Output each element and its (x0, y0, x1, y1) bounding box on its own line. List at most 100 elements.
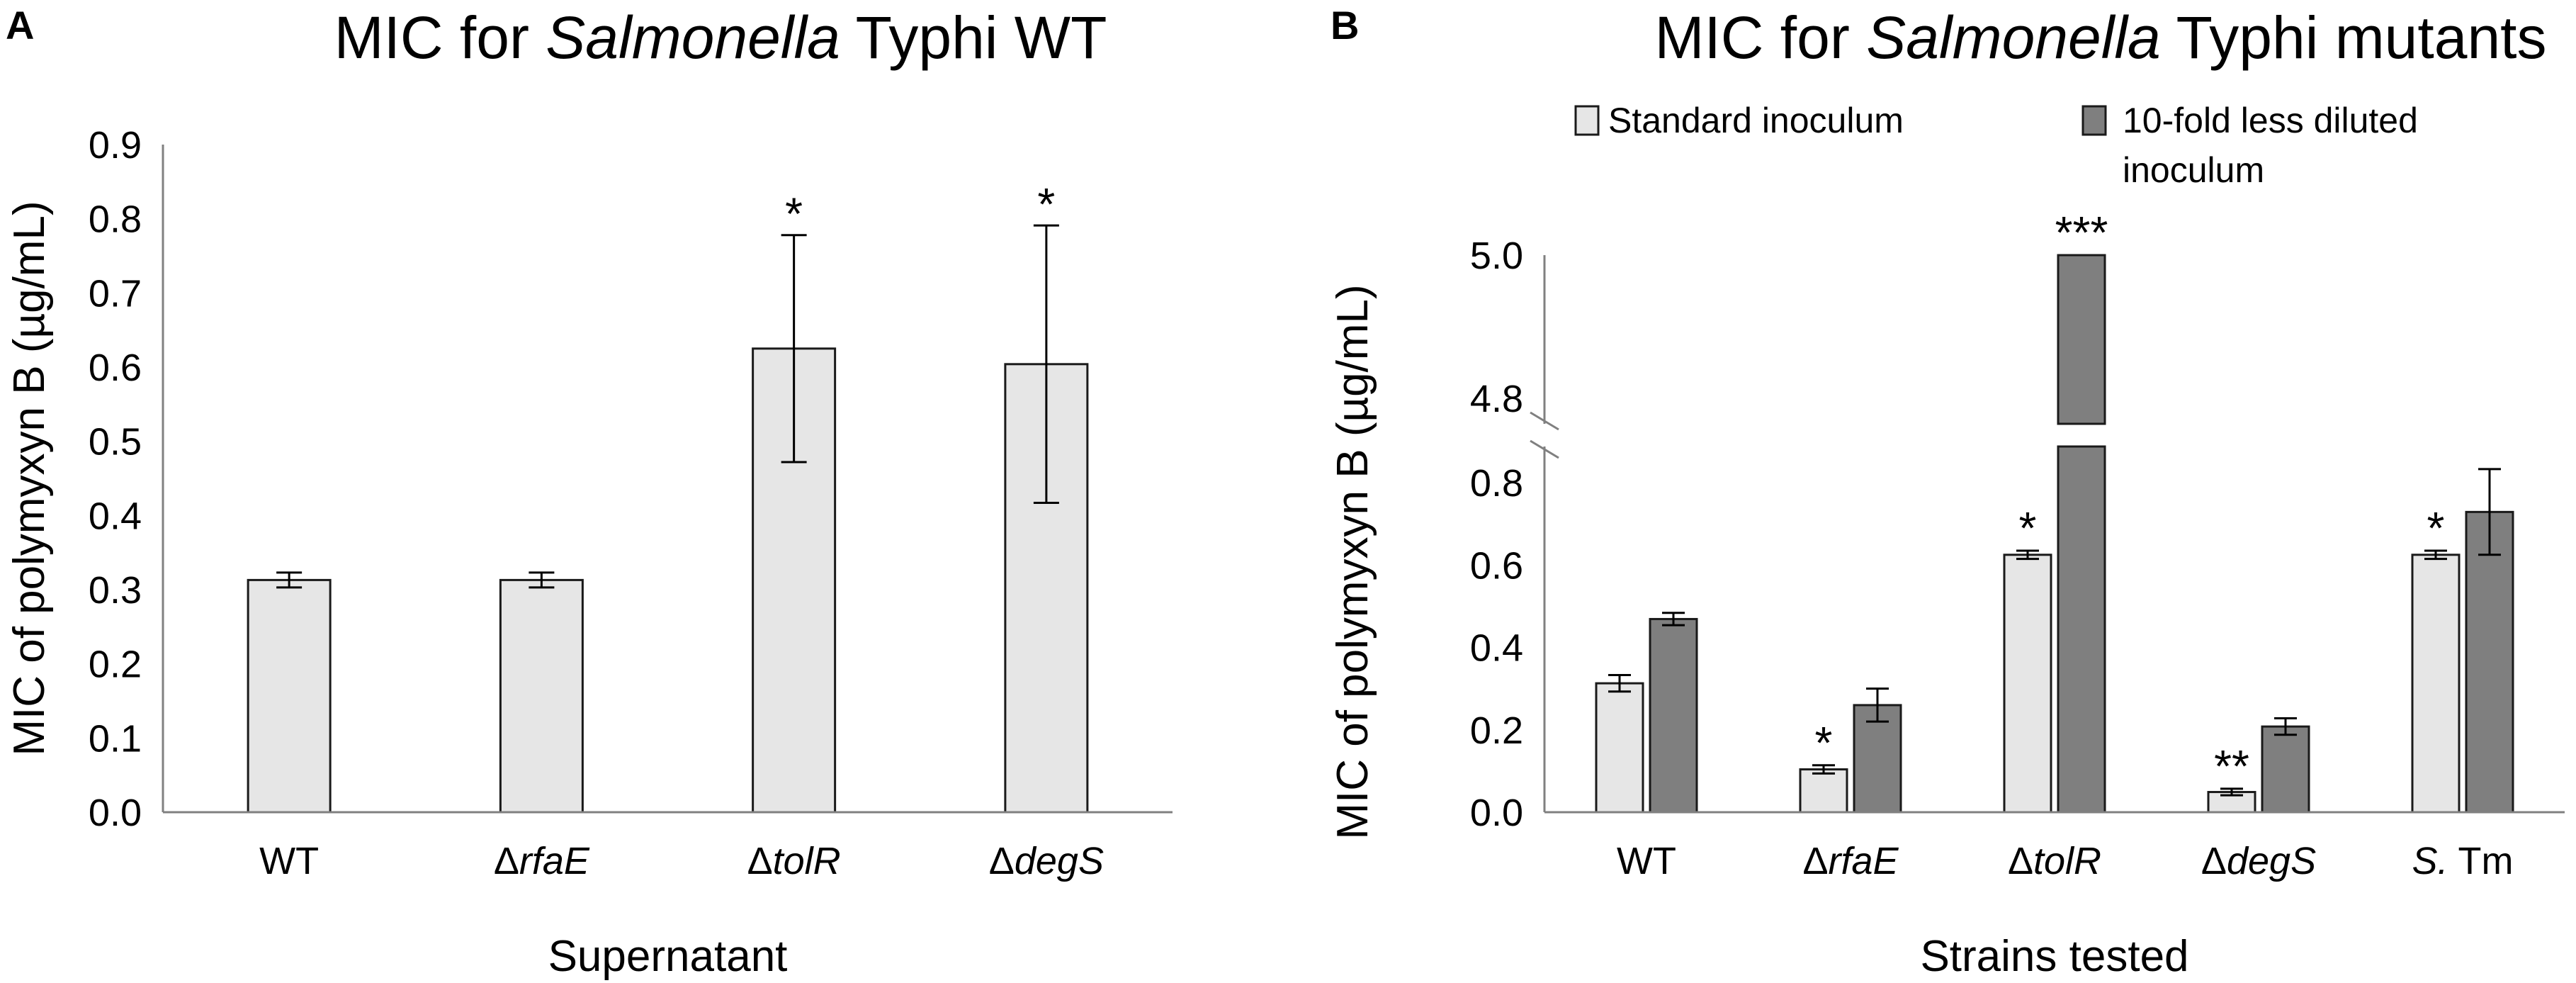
panel-b-category-label: ΔrfaE (1802, 840, 1899, 882)
panel-b-axis-break-mark-top (1530, 411, 1559, 431)
panel-b-axes (1530, 255, 2565, 814)
panel-b-category-label-delta: Δ (2201, 840, 2227, 882)
panel-b-bar-less-diluted-error-bar (1662, 612, 1685, 627)
panel-a-category-label: ΔrfaE (494, 840, 590, 882)
panel-a: A MIC for Salmonella Typhi WT MIC of pol… (5, 3, 1173, 981)
panel-b-category-label-delta: Δ (1802, 840, 1828, 882)
panel-b-bar-less-diluted (2261, 725, 2310, 814)
panel-b-bar-standard (1595, 682, 1644, 814)
legend-swatch-standard (1574, 105, 1600, 136)
panel-b-category-label: WT (1617, 840, 1676, 882)
panel-b-y-tick-label-lower: 0.0 (1470, 792, 1523, 834)
legend-label-standard: Standard inoculum (1608, 101, 1904, 140)
panel-a-error-bar (1033, 224, 1059, 505)
panel-a-title-pre: MIC for (334, 4, 546, 71)
panel-a-axes (162, 145, 1173, 814)
panel-a-category-label-delta: Δ (494, 840, 519, 882)
panel-b-y-tick-label-upper: 5.0 (1470, 235, 1523, 277)
panel-b-category-label-name: Tm (2448, 840, 2514, 882)
panel-a-x-axis-label: Supernatant (548, 932, 788, 981)
panel-b-title-italic: Salmonella (1866, 4, 2161, 71)
panel-a-title-italic: Salmonella (546, 4, 840, 71)
legend-label-less-diluted-line1: 10-fold less diluted (2123, 101, 2418, 140)
panel-a-category-label: ΔdegS (989, 840, 1104, 882)
panel-b-y-tick-label-lower: 0.2 (1470, 709, 1523, 752)
panel-b-y-tick-label-lower: 0.4 (1470, 627, 1523, 670)
panel-b-y-ticks: 0.0 0.2 0.4 0.6 0.8 4.8 5.0 (1470, 235, 1523, 834)
panel-a-bars: * * (247, 179, 1089, 814)
panel-b-letter: B (1331, 3, 1359, 47)
panel-b-axis-break-mark-bottom (1530, 439, 1559, 459)
panel-a-category-label-delta: Δ (989, 840, 1015, 882)
panel-a-category-label-gene: degS (1015, 840, 1104, 882)
panel-a-significance-label: * (1037, 179, 1055, 230)
panel-b-title: MIC for Salmonella Typhi mutants (1655, 4, 2547, 71)
panel-b-bar-standard-significance-label: ** (2214, 741, 2249, 792)
panel-a-y-axis-label-group: MIC of polymyxyn B (µg/mL) (5, 201, 54, 755)
panel-b-title-post: Typhi mutants (2161, 4, 2547, 71)
panel-b-y-tick-label-lower: 0.8 (1470, 462, 1523, 505)
panel-a-y-tick-label: 0.4 (89, 495, 142, 537)
panel-b-bar-less-diluted (1853, 704, 1902, 814)
panel-b-bar-standard (2411, 554, 2461, 814)
panel-b-bar-less-diluted-upper (2057, 254, 2106, 425)
panel-a-y-tick-label: 0.7 (89, 272, 142, 315)
panel-b-y-tick-label-lower: 0.6 (1470, 544, 1523, 587)
panel-a-y-tick-label: 0.5 (89, 421, 142, 464)
panel-a-error-bar (529, 571, 555, 589)
panel-a-category-label-delta: Δ (747, 840, 773, 882)
panel-b-category-label-gene: tolR (2033, 840, 2101, 882)
panel-b-category-label: ΔdegS (2201, 840, 2316, 882)
panel-b-bar-standard-error-bar (2424, 549, 2447, 561)
panel-a-significance-label: * (785, 189, 803, 240)
panel-a-bar (247, 578, 332, 814)
panel-a-error-bar (276, 571, 303, 589)
panel-b-category-label-prefix: S. (2412, 840, 2448, 882)
panel-a-category-label-gene: tolR (773, 840, 841, 882)
panel-a-letter: A (6, 3, 34, 47)
panel-b-y-axis-label-group: MIC of polymyxyn B (µg/mL) (1328, 284, 1377, 839)
panel-b-bars: ******** (1595, 207, 2514, 814)
panel-a-y-tick-label: 0.9 (89, 124, 142, 167)
panel-a-y-tick-label: 0.2 (89, 644, 142, 686)
legend-label-less-diluted-line2: inoculum (2123, 150, 2264, 190)
panel-b: B MIC for Salmonella Typhi mutants MIC o… (1328, 3, 2565, 981)
panel-b-category-label: ΔtolR (2008, 840, 2101, 882)
panel-a-y-axis-label: MIC of polymyxyn B (µg/mL) (5, 201, 54, 755)
panel-b-legend: Standard inoculum 10-fold less diluted ino… (1574, 101, 2418, 190)
panel-a-title-post: Typhi WT (840, 4, 1107, 71)
panel-b-bar-standard-error-bar (2016, 549, 2039, 561)
panel-a-y-tick-label: 0.6 (89, 347, 142, 389)
panel-b-category-label-gene: degS (2227, 840, 2316, 882)
panel-a-categories: WT ΔrfaE ΔtolR ΔdegS (259, 840, 1104, 882)
panel-a-bar (499, 578, 584, 814)
panel-b-category-label-gene: rfaE (1829, 840, 1899, 882)
panel-a-title: MIC for Salmonella Typhi WT (334, 4, 1107, 71)
panel-a-y-tick-label: 0.3 (89, 569, 142, 612)
panel-b-bar-less-diluted-significance-label: *** (2055, 207, 2108, 258)
panel-b-x-axis-label: Strains tested (1920, 932, 2188, 981)
panel-b-bar-less-diluted-error-bar (2274, 717, 2297, 736)
panel-b-bar-standard-error-bar (1608, 673, 1631, 693)
panel-b-category-label: S. Tm (2412, 840, 2513, 882)
panel-b-bar-less-diluted (1649, 617, 1698, 814)
panel-b-bar-less-diluted (2465, 510, 2514, 814)
panel-a-category-label: ΔtolR (747, 840, 841, 882)
panel-a-category-label-gene: rfaE (519, 840, 590, 882)
panel-a-y-tick-label: 0.1 (89, 717, 142, 760)
panel-b-bar-standard-significance-label: * (2019, 502, 2037, 554)
panel-b-category-label-delta: Δ (2008, 840, 2033, 882)
panel-b-bar-standard (2003, 554, 2052, 814)
panel-b-bar-less-diluted-error-bar (1866, 687, 1889, 723)
panel-a-y-tick-label: 0.0 (89, 792, 142, 834)
panel-a-y-ticks: 0.0 0.1 0.2 0.3 0.4 0.5 0.6 0.7 0.8 0.9 (89, 124, 142, 834)
panel-a-category-label: WT (259, 840, 319, 882)
legend-label-less-diluted: 10-fold less diluted inoculum (2123, 101, 2418, 190)
legend-swatch-less-diluted (2081, 105, 2107, 136)
panel-a-category-label-name: WT (259, 840, 319, 882)
panel-b-y-tick-label-upper: 4.8 (1470, 378, 1523, 420)
panel-b-bar-standard (1799, 768, 1848, 814)
panel-b-categories: WT ΔrfaE ΔtolR ΔdegS S. Tm (1617, 840, 2513, 882)
panel-b-bar-less-diluted-lower (2057, 445, 2106, 814)
